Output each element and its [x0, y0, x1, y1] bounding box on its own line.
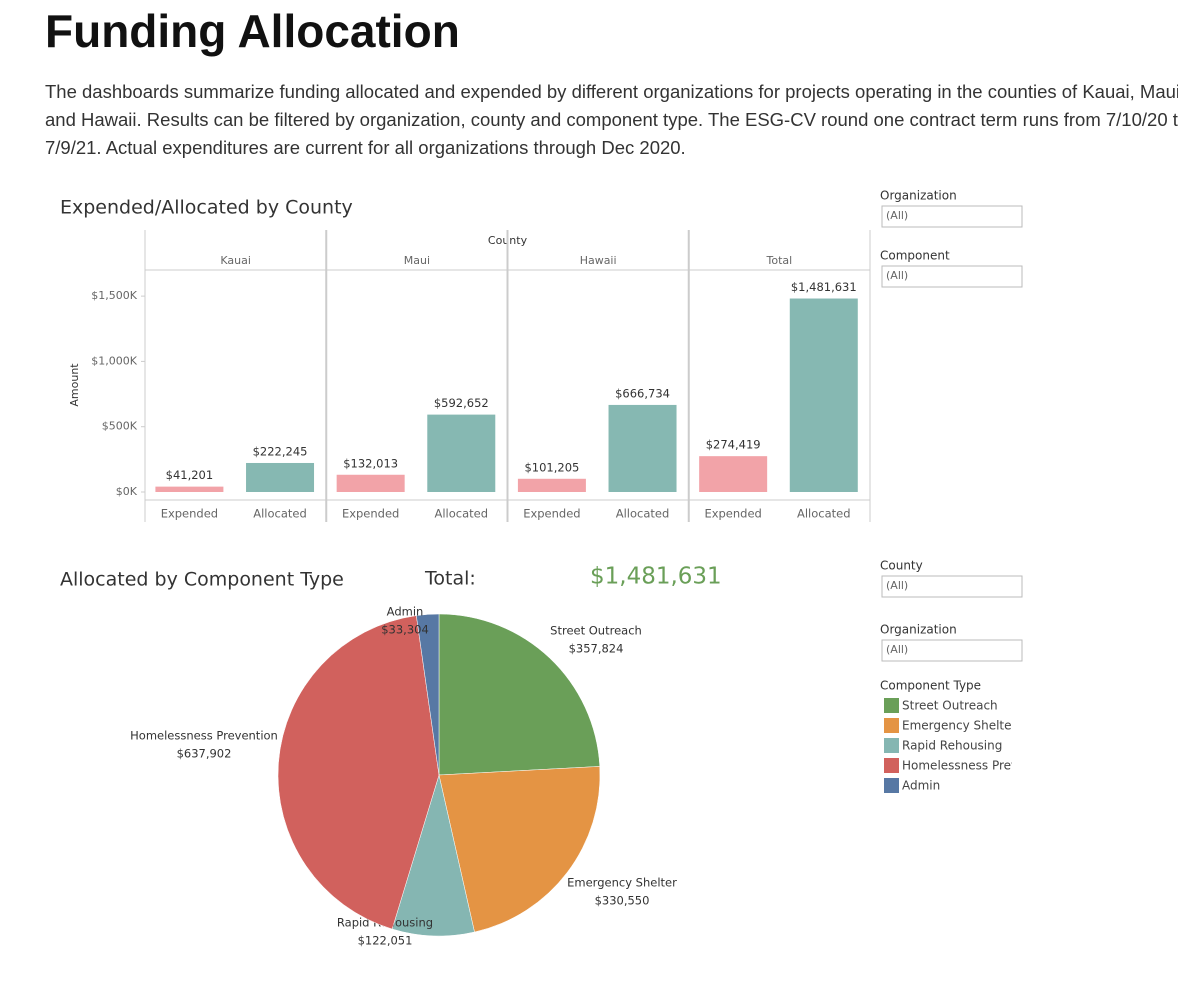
page-description: The dashboards summarize funding allocat…	[45, 81, 1178, 158]
pie-slice	[277, 615, 440, 930]
bar	[699, 456, 768, 492]
x-tick-label: Expended	[523, 507, 580, 521]
filter-dropdown[interactable]	[881, 265, 1023, 288]
legend-clip: Homelessness Prevention	[902, 759, 1056, 773]
legend-label: Homelessness Prevention	[902, 759, 1056, 773]
filter-label: County	[880, 559, 923, 573]
bar-value-label: $222,245	[253, 444, 308, 458]
legend-label: Street Outreach	[902, 699, 998, 713]
legend-clip: Emergency Shelter	[902, 719, 1017, 733]
legend-swatch	[884, 738, 899, 753]
legend-swatch	[884, 778, 899, 793]
bar-value-label: $41,201	[166, 468, 214, 482]
filter-label: Organization	[880, 623, 957, 637]
panel-label: Total	[766, 254, 793, 267]
legend-label: Admin	[902, 779, 940, 793]
chart-title: Expended/Allocated by County	[60, 197, 353, 219]
filter-value: (All)	[886, 579, 908, 592]
pie-slice	[438, 766, 601, 933]
legend-clip: Rapid Rehousing	[902, 739, 1002, 753]
slice-value-label: $637,902	[177, 747, 232, 761]
bar	[336, 474, 405, 492]
bar-value-label: $666,734	[615, 386, 670, 400]
slice-label: Admin	[387, 605, 424, 619]
legend-swatch	[884, 698, 899, 713]
bar-value-label: $274,419	[706, 438, 761, 452]
bar-value-label: $132,013	[343, 456, 398, 470]
bar-value-label: $1,481,631	[791, 280, 857, 294]
filter-label: Organization	[880, 189, 957, 203]
legend-label: Rapid Rehousing	[902, 739, 1002, 753]
filter-dropdown[interactable]	[881, 575, 1023, 598]
x-tick-label: Expended	[161, 507, 218, 521]
page-title: Funding Allocation	[45, 5, 460, 57]
filter-value: (All)	[886, 269, 908, 282]
slice-value-label: $330,550	[595, 894, 650, 908]
pie-slice	[438, 613, 601, 776]
legend-clip: Street Outreach	[902, 699, 998, 713]
legend-swatch	[884, 718, 899, 733]
bar-value-label: $101,205	[524, 460, 579, 474]
x-tick-label: Allocated	[797, 507, 851, 521]
slice-label: Emergency Shelter	[567, 876, 677, 890]
slice-value-label: $357,824	[569, 642, 624, 656]
slice-label: Homelessness Prevention	[130, 729, 278, 743]
total-label: Total:	[424, 568, 476, 590]
filter-dropdown[interactable]	[881, 639, 1023, 662]
total-value: $1,481,631	[590, 564, 722, 590]
bar-value-label: $592,652	[434, 396, 489, 410]
y-tick-label: $1,000K	[91, 354, 137, 367]
chart-title: Allocated by Component Type	[60, 569, 344, 591]
y-axis-label: Amount	[68, 363, 81, 407]
x-tick-label: Allocated	[435, 507, 489, 521]
x-tick-label: Allocated	[253, 507, 307, 521]
y-tick-label: $0K	[116, 485, 138, 498]
filter-label: Component	[880, 249, 950, 263]
slice-value-label: $122,051	[358, 934, 413, 948]
x-tick-label: Allocated	[616, 507, 670, 521]
legend-clip: Admin	[902, 779, 940, 793]
filter-value: (All)	[886, 643, 908, 656]
y-tick-label: $1,500K	[91, 289, 137, 302]
x-tick-label: Expended	[704, 507, 761, 521]
bar	[427, 414, 496, 492]
bar	[155, 486, 224, 492]
panel-label: Kauai	[220, 254, 251, 267]
bar	[246, 462, 315, 492]
slice-label: Street Outreach	[550, 624, 642, 638]
panel-label: Hawaii	[580, 254, 617, 267]
bar	[608, 404, 677, 492]
legend-label: Emergency Shelter	[902, 719, 1017, 733]
y-tick-label: $500K	[102, 420, 138, 433]
legend-title: Component Type	[880, 679, 981, 693]
x-tick-label: Expended	[342, 507, 399, 521]
panel-label: Maui	[404, 254, 430, 267]
pie-slice	[416, 613, 440, 776]
slice-value-label: $33,304	[381, 623, 429, 637]
bar	[517, 478, 586, 492]
legend-swatch	[884, 758, 899, 773]
filter-value: (All)	[886, 209, 908, 222]
bar	[789, 298, 858, 492]
filter-dropdown[interactable]	[881, 205, 1023, 228]
